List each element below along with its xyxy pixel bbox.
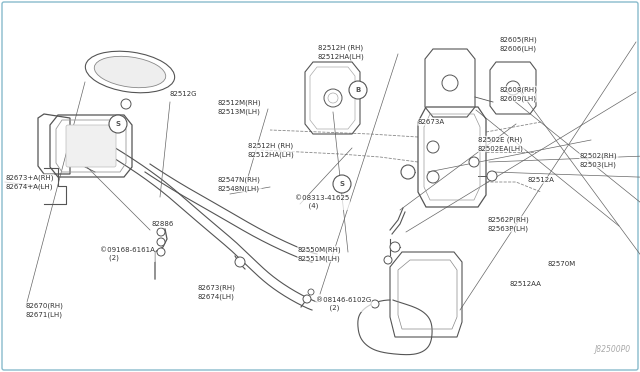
Circle shape xyxy=(157,248,165,256)
Circle shape xyxy=(401,165,415,179)
Circle shape xyxy=(384,256,392,264)
Text: 82886: 82886 xyxy=(152,221,174,227)
Text: 82512AA: 82512AA xyxy=(510,281,542,287)
Circle shape xyxy=(157,228,165,236)
Circle shape xyxy=(442,75,458,91)
Circle shape xyxy=(487,171,497,181)
Circle shape xyxy=(308,289,314,295)
Text: 82512H (RH)
82512HA(LH): 82512H (RH) 82512HA(LH) xyxy=(318,45,365,60)
Circle shape xyxy=(390,242,400,252)
Text: ©08313-41625
      (4): ©08313-41625 (4) xyxy=(295,195,349,209)
Circle shape xyxy=(328,93,338,103)
Text: J82500P0: J82500P0 xyxy=(594,345,630,354)
Text: 82512H (RH)
82512HA(LH): 82512H (RH) 82512HA(LH) xyxy=(248,142,295,157)
Circle shape xyxy=(427,141,439,153)
Text: 82562P(RH)
82563P(LH): 82562P(RH) 82563P(LH) xyxy=(488,217,530,231)
Text: 82608(RH)
82609(LH): 82608(RH) 82609(LH) xyxy=(500,87,538,102)
Text: 82673A: 82673A xyxy=(418,119,445,125)
Text: 82673+A(RH)
82674+A(LH): 82673+A(RH) 82674+A(LH) xyxy=(5,174,54,189)
Circle shape xyxy=(427,171,439,183)
Text: ®08146-6102G
      (2): ®08146-6102G (2) xyxy=(316,297,371,311)
Text: 82502E (RH)
82502EA(LH): 82502E (RH) 82502EA(LH) xyxy=(478,137,524,151)
Circle shape xyxy=(157,238,165,246)
Text: 82512M(RH)
82513M(LH): 82512M(RH) 82513M(LH) xyxy=(218,99,262,115)
Text: 82673(RH)
82674(LH): 82673(RH) 82674(LH) xyxy=(198,285,236,299)
Circle shape xyxy=(371,300,379,308)
Text: 82512A: 82512A xyxy=(528,177,555,183)
Text: S: S xyxy=(115,121,120,127)
Circle shape xyxy=(349,81,367,99)
Ellipse shape xyxy=(85,51,175,93)
Circle shape xyxy=(469,157,479,167)
Text: 82512G: 82512G xyxy=(170,91,198,97)
Text: 82605(RH)
82606(LH): 82605(RH) 82606(LH) xyxy=(500,36,538,51)
Text: 82502(RH)
82503(LH): 82502(RH) 82503(LH) xyxy=(580,153,618,167)
Text: ©09168-6161A
    (2): ©09168-6161A (2) xyxy=(100,247,155,261)
Text: 82547N(RH)
82548N(LH): 82547N(RH) 82548N(LH) xyxy=(218,176,261,192)
Circle shape xyxy=(506,81,520,95)
Circle shape xyxy=(324,89,342,107)
Circle shape xyxy=(109,115,127,133)
Ellipse shape xyxy=(94,56,166,88)
Circle shape xyxy=(303,295,311,303)
Text: S: S xyxy=(339,181,344,187)
Text: B: B xyxy=(355,87,360,93)
FancyBboxPatch shape xyxy=(66,125,116,167)
Text: 82550M(RH)
82551M(LH): 82550M(RH) 82551M(LH) xyxy=(298,247,342,262)
Circle shape xyxy=(333,175,351,193)
Text: 82570M: 82570M xyxy=(548,261,576,267)
Text: 82670(RH)
82671(LH): 82670(RH) 82671(LH) xyxy=(25,302,63,317)
Circle shape xyxy=(235,257,245,267)
Circle shape xyxy=(121,99,131,109)
